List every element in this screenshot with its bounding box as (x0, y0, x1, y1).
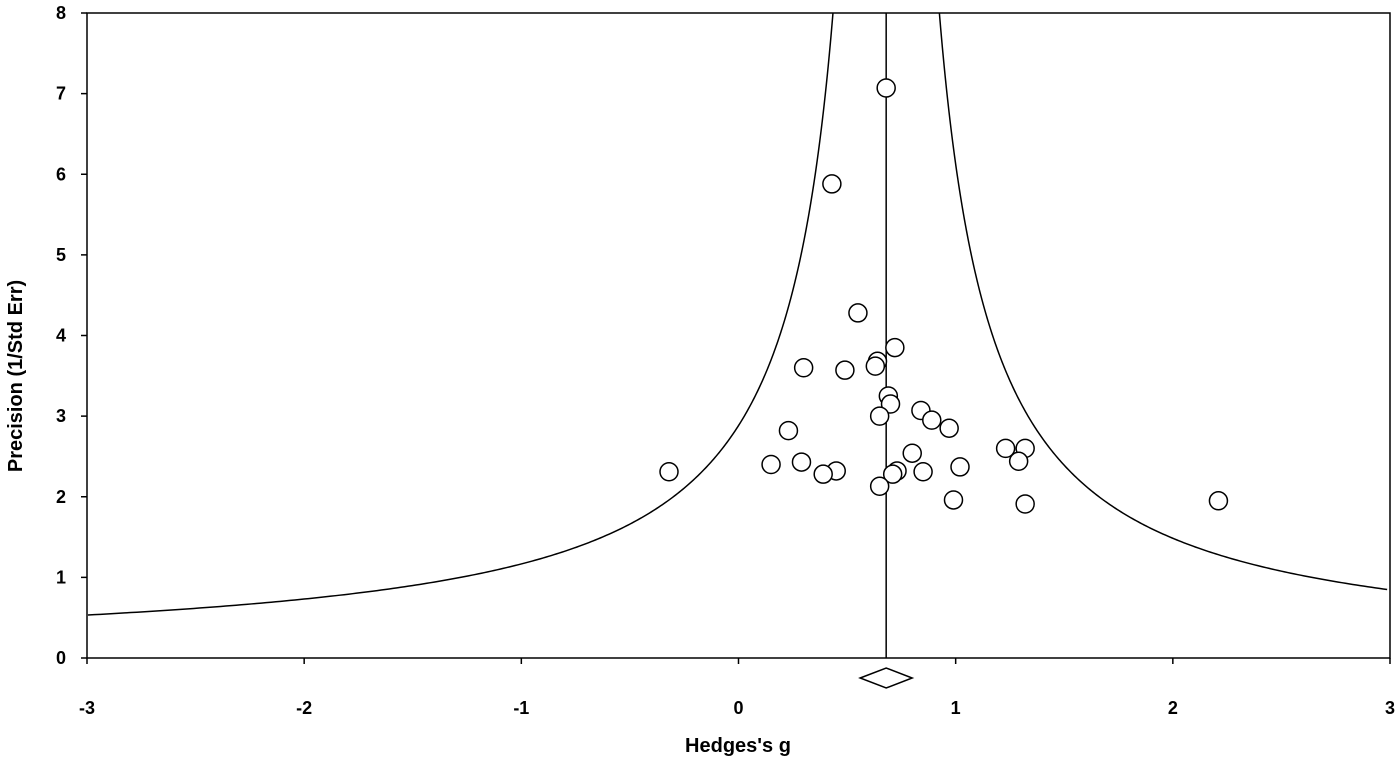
data-point (1015, 494, 1035, 514)
data-point (869, 476, 890, 497)
y-axis-title: Precision (1/Std Err) (5, 280, 27, 472)
y-tick-label: 2 (56, 487, 66, 507)
funnel-right-boundary (938, 12, 1388, 591)
x-tick-label: -1 (513, 698, 529, 718)
data-point (1008, 451, 1029, 472)
y-tick-label: 1 (56, 567, 66, 587)
data-point (913, 462, 933, 482)
y-tick-label: 0 (56, 648, 66, 668)
summary-diamond (858, 667, 915, 689)
y-tick-label: 6 (56, 164, 66, 184)
y-tick-label: 3 (56, 406, 66, 426)
x-tick-label: -3 (79, 698, 95, 718)
data-point (835, 360, 855, 380)
data-point (885, 337, 905, 358)
y-axis: 0 1 2 3 4 5 6 7 8 (56, 3, 87, 668)
data-point (761, 454, 781, 475)
x-axis: -3 -2 -1 0 1 2 3 (79, 658, 1395, 718)
x-tick-label: 3 (1385, 698, 1395, 718)
data-point (813, 464, 833, 484)
data-point (848, 303, 868, 323)
data-point (822, 174, 842, 194)
data-point (950, 457, 970, 477)
x-tick-label: -2 (296, 698, 312, 718)
data-point (865, 356, 886, 376)
data-point (793, 358, 814, 378)
summary-effect (858, 667, 915, 689)
x-tick-label: 1 (951, 698, 961, 718)
data-point (939, 418, 959, 438)
data-point (922, 410, 942, 430)
y-tick-label: 5 (56, 245, 66, 265)
x-tick-label: 0 (733, 698, 743, 718)
data-point (902, 443, 922, 463)
y-tick-label: 4 (56, 326, 66, 346)
funnel-left-boundary (87, 12, 834, 616)
plot-frame (86, 12, 1391, 659)
data-point (876, 78, 896, 98)
data-point (880, 394, 901, 414)
data-point (943, 490, 964, 510)
y-tick-label: 7 (56, 84, 66, 104)
x-axis-title: Hedges's g (685, 735, 791, 757)
data-point (995, 438, 1016, 459)
data-point (1208, 491, 1229, 511)
y-tick-label: 8 (56, 3, 66, 23)
data-point (869, 406, 890, 426)
data-point (778, 420, 799, 441)
plot-border (86, 12, 1391, 659)
x-tick-label: 2 (1168, 698, 1178, 718)
funnel-lines (87, 12, 1388, 658)
data-point (882, 464, 903, 484)
data-points (659, 78, 1229, 514)
data-point (659, 462, 679, 482)
data-point (791, 452, 812, 472)
